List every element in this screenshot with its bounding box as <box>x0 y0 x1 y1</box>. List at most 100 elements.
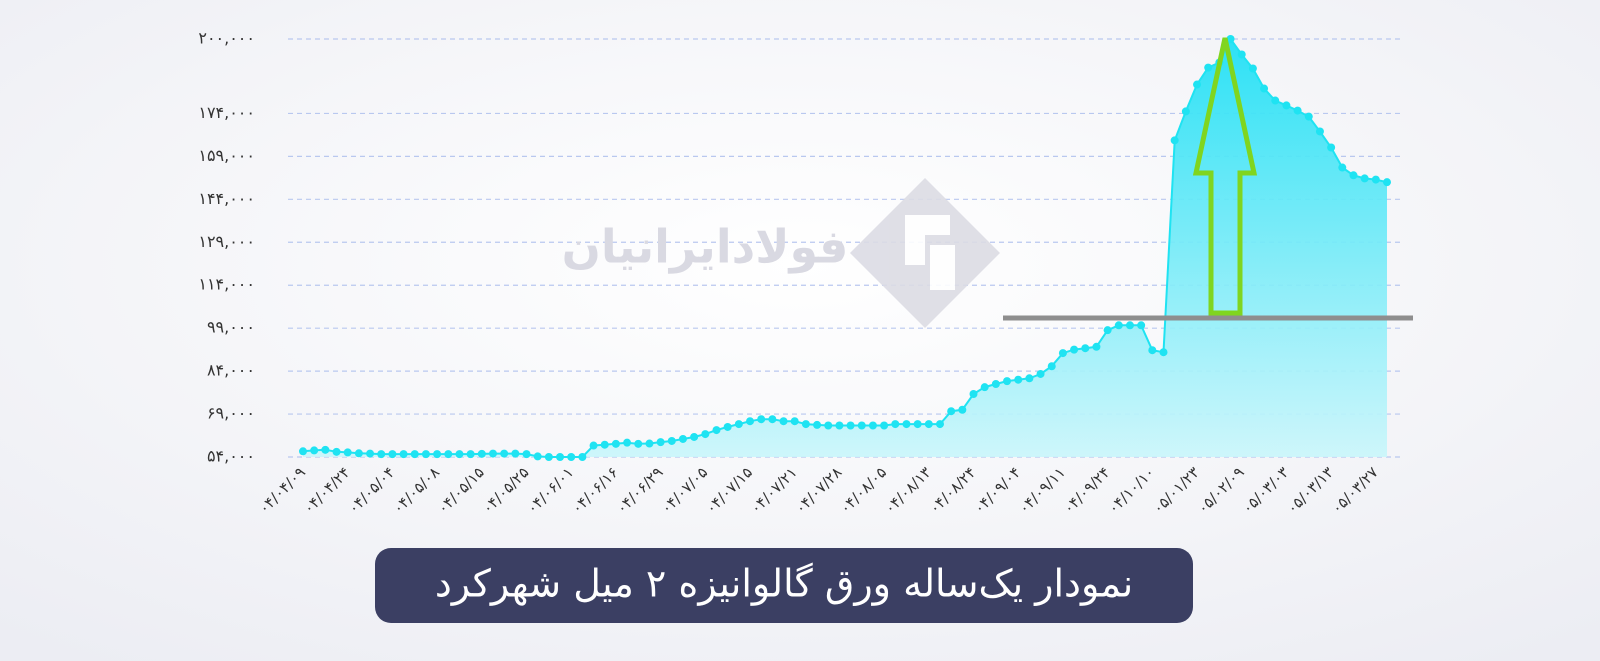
point <box>891 420 900 429</box>
point <box>1014 375 1023 384</box>
point <box>410 450 419 459</box>
point <box>902 420 911 429</box>
point <box>1371 175 1380 184</box>
point <box>913 420 922 429</box>
point <box>723 422 732 431</box>
y-tick-label: ۱۵۹,۰۰۰ <box>198 146 255 165</box>
point <box>1159 348 1168 357</box>
point <box>768 415 777 424</box>
point <box>556 453 565 461</box>
y-tick-label: ۸۴,۰۰۰ <box>207 361 255 380</box>
point <box>589 441 598 450</box>
point <box>801 420 810 429</box>
point <box>1003 377 1012 386</box>
point <box>388 450 397 459</box>
point <box>690 432 699 441</box>
point <box>433 450 442 459</box>
y-tick-label: ۹۹,۰۰۰ <box>207 318 255 337</box>
point <box>511 449 520 458</box>
point <box>712 426 721 435</box>
point <box>1047 362 1056 371</box>
point <box>522 450 531 459</box>
point <box>947 407 956 416</box>
up-arrow <box>1192 37 1258 316</box>
y-tick-label: ۲۰۰,۰۰۰ <box>198 29 255 48</box>
point <box>500 449 509 458</box>
point <box>779 417 788 426</box>
point <box>746 417 755 426</box>
point <box>567 453 576 461</box>
chart-title: نمودار یک‌ساله ورق گالوانیزه ۲ میل شهرکر… <box>435 562 1133 607</box>
point <box>645 439 654 448</box>
point <box>1025 374 1034 383</box>
point <box>846 421 855 430</box>
point <box>1148 346 1157 355</box>
point <box>880 421 889 430</box>
point <box>813 420 822 429</box>
point <box>1170 136 1179 145</box>
point <box>1181 107 1190 116</box>
point <box>924 420 933 429</box>
point <box>332 447 341 456</box>
point <box>1338 163 1347 172</box>
point <box>1226 35 1235 43</box>
grid: ۵۴,۰۰۰ ۶۹,۰۰۰ ۸۴,۰۰۰ ۹۹,۰۰۰ ۱۱۴,۰۰۰ ۱۲۹,۰۰۰ ۱۴… <box>198 29 1400 466</box>
point <box>354 449 363 458</box>
point <box>1327 143 1336 152</box>
point <box>678 434 687 443</box>
point <box>958 405 967 414</box>
point <box>1271 96 1280 105</box>
point <box>1349 171 1358 180</box>
point <box>1092 342 1101 351</box>
point <box>857 421 866 430</box>
point <box>835 421 844 430</box>
point <box>634 439 643 448</box>
point <box>1125 321 1134 330</box>
point <box>667 436 676 445</box>
point <box>310 446 319 455</box>
point <box>757 415 766 424</box>
point <box>1103 326 1112 335</box>
point <box>734 420 743 429</box>
point <box>1058 349 1067 358</box>
point <box>600 440 609 449</box>
point <box>1304 112 1313 121</box>
point <box>488 449 497 458</box>
point <box>1036 369 1045 378</box>
y-tick-label: ۱۷۴,۰۰۰ <box>198 103 255 122</box>
point <box>1260 84 1269 93</box>
point <box>544 453 553 461</box>
point <box>790 417 799 426</box>
y-tick-label: ۱۱۴,۰۰۰ <box>198 275 255 294</box>
point <box>1293 106 1302 115</box>
y-tick-label: ۵۴,۰۰۰ <box>207 447 255 466</box>
point <box>991 379 1000 388</box>
point <box>1360 174 1369 183</box>
point <box>824 421 833 430</box>
point <box>980 383 989 392</box>
point <box>477 449 486 458</box>
point <box>1282 101 1291 110</box>
point <box>868 421 877 430</box>
point <box>1137 321 1146 330</box>
y-tick-label: ۱۴۴,۰۰۰ <box>198 189 255 208</box>
point <box>343 448 352 457</box>
point <box>1081 344 1090 353</box>
point <box>377 450 386 459</box>
point <box>455 450 464 459</box>
point <box>1248 64 1257 73</box>
point <box>533 452 542 461</box>
point <box>1193 80 1202 89</box>
point <box>935 420 944 429</box>
point <box>611 439 620 448</box>
watermark-logo <box>850 178 1000 328</box>
y-tick-label: ۱۲۹,۰۰۰ <box>198 232 255 251</box>
point <box>321 445 330 454</box>
point <box>701 430 710 439</box>
point <box>1204 63 1213 72</box>
point <box>969 390 978 399</box>
point <box>1070 345 1079 354</box>
point <box>444 450 453 459</box>
